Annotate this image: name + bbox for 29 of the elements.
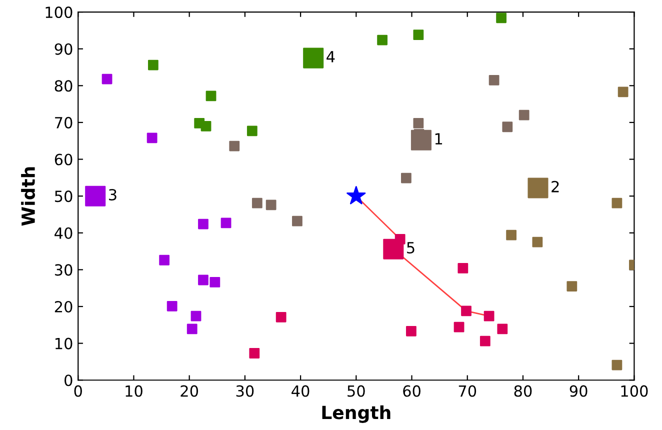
annotation: 1 — [435, 133, 442, 144]
x-tick-label: 80 — [514, 385, 532, 397]
y-axis-title: Width — [21, 167, 36, 226]
x-tick-label: 60 — [403, 385, 420, 397]
y-tick-label: 0 — [64, 374, 72, 386]
annotation: 2 — [552, 180, 559, 192]
x-tick-label: 90 — [570, 385, 588, 397]
y-tick-label: 90 — [54, 43, 72, 55]
y-tick-label: 20 — [54, 300, 72, 313]
x-tick-label: 20 — [180, 385, 198, 397]
x-tick-label: 50 — [348, 385, 365, 397]
x-tick-label: 30 — [236, 385, 254, 397]
y-tick-label: 50 — [54, 190, 72, 202]
annotation: 5 — [407, 242, 414, 254]
x-tick-label: 100 — [621, 385, 648, 397]
annotation: 3 — [109, 188, 116, 201]
x-tick-label: 40 — [292, 385, 310, 397]
y-tick-label: 40 — [54, 227, 72, 239]
y-tick-label: 70 — [55, 116, 72, 128]
y-tick-label: 60 — [54, 154, 72, 166]
y-tick-label: 80 — [54, 80, 72, 92]
y-tick-label: 30 — [54, 264, 72, 276]
x-axis-title: Length — [322, 405, 390, 423]
x-tick-label: 70 — [458, 385, 476, 397]
x-tick-label: 10 — [126, 385, 142, 397]
x-tick-label: 0 — [74, 385, 82, 397]
y-tick-label: 10 — [55, 338, 72, 350]
y-tick-label: 100 — [46, 6, 72, 18]
annotation: 4 — [326, 51, 335, 62]
